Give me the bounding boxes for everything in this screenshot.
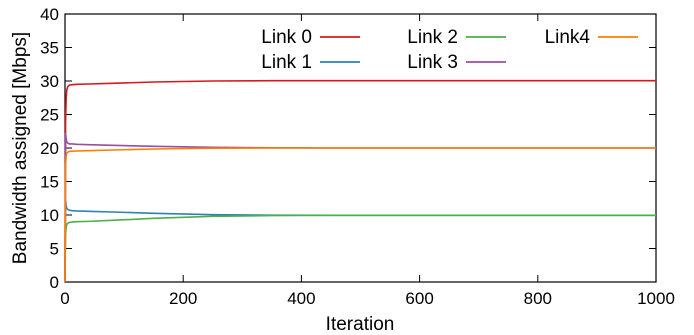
legend-label: Link 3 bbox=[407, 52, 458, 73]
y-tick-label: 10 bbox=[40, 206, 59, 225]
y-tick-label: 20 bbox=[40, 139, 59, 158]
x-tick-label: 400 bbox=[287, 289, 315, 308]
legend-label: Link 1 bbox=[261, 52, 312, 73]
legend-label: Link4 bbox=[545, 27, 591, 48]
legend: Link 0 Link 2 Link4 Link 1 Link 3 bbox=[261, 27, 638, 73]
series-lines bbox=[64, 79, 656, 283]
y-tick-label: 25 bbox=[40, 106, 59, 125]
x-tick-label: 0 bbox=[60, 289, 69, 308]
series-line-link-0 bbox=[64, 79, 656, 283]
series-line-link-2 bbox=[64, 214, 656, 283]
y-axis-label: Bandwidth assigned [Mbps] bbox=[10, 32, 31, 264]
x-tick-label: 800 bbox=[524, 289, 552, 308]
series-line-link-1 bbox=[64, 199, 656, 283]
series-line-link4 bbox=[64, 147, 656, 283]
x-tick-label: 1000 bbox=[637, 289, 675, 308]
x-tick-label: 600 bbox=[405, 289, 433, 308]
x-axis-label: Iteration bbox=[326, 314, 395, 335]
y-tick-label: 15 bbox=[40, 173, 59, 192]
y-tick-label: 30 bbox=[40, 72, 59, 91]
legend-label: Link 0 bbox=[261, 27, 312, 48]
y-tick-label: 5 bbox=[50, 240, 59, 259]
y-tick-label: 40 bbox=[40, 5, 59, 24]
legend-label: Link 2 bbox=[407, 27, 458, 48]
x-tick-label: 200 bbox=[169, 289, 197, 308]
y-tick-label: 35 bbox=[40, 39, 59, 58]
y-tick-label: 0 bbox=[50, 273, 59, 292]
series-line-link-3 bbox=[64, 132, 656, 283]
